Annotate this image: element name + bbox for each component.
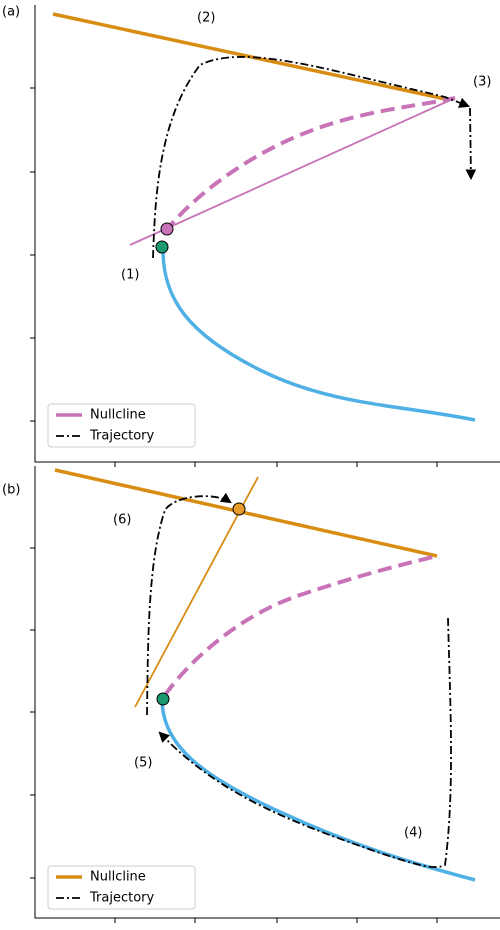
trajectory [465,107,477,181]
panel-a: (a) (1) (2) (3) Nullcline Trajectory [2,5,500,467]
annotation: (1) [121,268,139,283]
fixed-point [160,222,174,236]
legend-label: Nullcline [90,408,146,423]
blue-nullcline [160,697,476,882]
pink-nullcline [163,96,456,234]
annotation: (6) [113,513,131,528]
pink-line [129,97,456,246]
legend-label: Trajectory [89,429,154,444]
annotation: (4) [404,826,422,841]
fixed-point [155,240,169,254]
legend: Nullcline Trajectory [47,865,196,910]
panel-label: (b) [2,483,20,498]
legend: Nullcline Trajectory [47,403,196,448]
annotation: (5) [134,756,152,771]
axes [34,466,500,919]
annotation: (2) [197,11,215,26]
orange-nullcline [54,468,438,558]
blue-nullcline [161,246,476,422]
pink-nullcline [163,554,438,697]
legend-label: Nullcline [90,870,146,885]
trajectory [158,617,452,868]
orange-line [134,476,259,708]
trajectory [146,492,232,716]
panel-b: (b) (4) (5) (6) Nullcline Trajectory [2,466,500,923]
axes [34,5,500,463]
fixed-point [232,502,246,516]
annotation: (3) [473,75,491,90]
legend-label: Trajectory [89,891,154,906]
orange-nullcline [52,12,451,102]
ticks [30,87,438,467]
ticks [30,547,438,923]
panel-label: (a) [2,5,20,20]
trajectory [152,56,471,259]
fixed-point [156,692,170,706]
